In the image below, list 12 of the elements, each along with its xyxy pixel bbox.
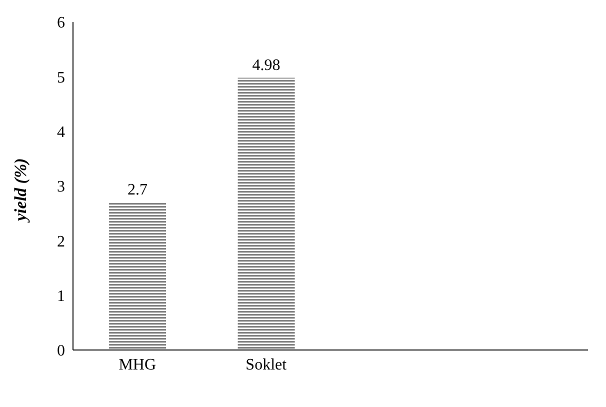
y-tick-label: 0 (57, 342, 65, 360)
x-tick-label: MHG (118, 356, 156, 374)
y-tick-label: 6 (57, 14, 65, 32)
y-tick-label: 4 (57, 124, 65, 142)
y-tick-label: 1 (57, 288, 65, 306)
y-axis-title: yield (%) (11, 158, 30, 223)
x-tick-label: Soklet (246, 356, 288, 374)
y-tick-label: 5 (57, 69, 65, 86)
data-label: 4.98 (252, 56, 280, 74)
y-tick-label: 3 (57, 178, 65, 196)
data-label: 2.7 (128, 181, 148, 198)
y-tick-label: 2 (57, 233, 65, 250)
